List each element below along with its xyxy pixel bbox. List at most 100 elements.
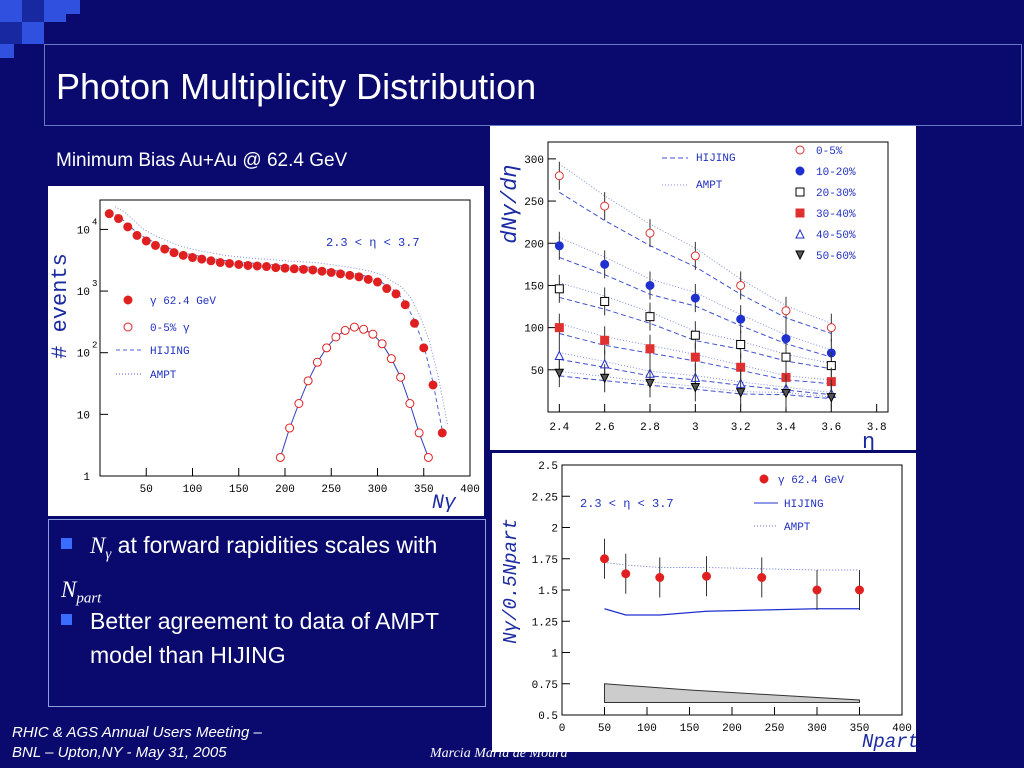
legend-marker bbox=[795, 208, 805, 218]
legend-marker bbox=[795, 145, 805, 155]
y-tick-label: 0.5 bbox=[538, 711, 558, 723]
data-point bbox=[781, 334, 791, 344]
npart-symbol: N bbox=[61, 576, 77, 602]
y-tick-label: 10 bbox=[77, 410, 90, 422]
legend-label: 0-5% γ bbox=[150, 323, 190, 335]
data-point-min-bias bbox=[234, 259, 244, 269]
data-point bbox=[855, 585, 864, 595]
legend-label: AMPT bbox=[150, 370, 177, 382]
decor-square bbox=[44, 0, 66, 22]
data-point-central bbox=[294, 398, 304, 408]
data-point bbox=[736, 314, 746, 324]
bullet-item: Nγ at forward rapidities scales with Npa… bbox=[61, 528, 481, 615]
x-tick-label: 300 bbox=[807, 723, 827, 735]
data-point-central bbox=[396, 372, 406, 382]
data-point bbox=[600, 259, 610, 269]
decor-square bbox=[22, 0, 44, 22]
data-point-min-bias bbox=[299, 264, 308, 274]
data-point bbox=[690, 330, 700, 340]
data-point bbox=[757, 573, 767, 582]
y-tick-label: 10 bbox=[77, 349, 90, 361]
data-point-min-bias bbox=[243, 260, 253, 270]
data-point-min-bias bbox=[178, 250, 188, 260]
x-tick-label: 3 bbox=[692, 422, 699, 434]
eta-range-annotation: 2.3 < η < 3.7 bbox=[326, 236, 420, 250]
data-point-central bbox=[275, 452, 285, 462]
data-point bbox=[736, 280, 746, 290]
x-tick-label: 3.8 bbox=[867, 422, 887, 434]
systematic-error-band bbox=[604, 683, 860, 703]
data-point bbox=[645, 228, 655, 238]
decor-square bbox=[0, 44, 14, 58]
bullet-text: at forward rapidities scales with bbox=[111, 532, 438, 558]
legend-label: AMPT bbox=[784, 522, 811, 534]
data-point bbox=[690, 293, 700, 303]
data-point-min-bias bbox=[206, 256, 216, 266]
x-tick-label: 400 bbox=[892, 723, 912, 735]
bullet-item: Better agreement to data of AMPT model t… bbox=[61, 604, 490, 672]
legend-label: 30-40% bbox=[816, 209, 856, 221]
dndeta-chart-panel: 2.4 2.6 2.8 3 3.2 3.4 3.6 3.8 50 100 150 200 250 300 0… bbox=[490, 126, 916, 455]
y-axis-label: # events bbox=[48, 253, 73, 359]
data-point-min-bias bbox=[391, 289, 401, 299]
data-point-central bbox=[405, 398, 415, 408]
data-point bbox=[645, 280, 655, 290]
data-point bbox=[781, 352, 791, 362]
data-point bbox=[554, 368, 565, 379]
data-point bbox=[600, 335, 610, 345]
x-tick-label: 3.4 bbox=[776, 422, 796, 434]
data-point bbox=[645, 312, 655, 322]
title-frame bbox=[44, 44, 1022, 126]
data-point-min-bias bbox=[104, 209, 114, 219]
legend-label: 50-60% bbox=[816, 251, 856, 263]
legend-marker bbox=[123, 322, 133, 332]
data-point bbox=[600, 554, 609, 564]
data-point-central bbox=[303, 376, 313, 386]
page-title: Photon Multiplicity Distribution bbox=[56, 66, 537, 107]
data-point bbox=[554, 284, 564, 294]
data-point-min-bias bbox=[160, 244, 170, 254]
data-point-min-bias bbox=[169, 248, 179, 258]
x-tick-label: 200 bbox=[722, 723, 742, 735]
data-point-min-bias bbox=[271, 263, 281, 273]
y-tick-label: 300 bbox=[524, 155, 544, 167]
data-point-min-bias bbox=[123, 222, 133, 232]
y-tick-label: 1 bbox=[83, 472, 90, 484]
data-point-central bbox=[331, 332, 341, 342]
data-point-central bbox=[414, 428, 424, 438]
legend-marker bbox=[795, 228, 805, 239]
data-point-min-bias bbox=[345, 270, 355, 280]
y-tick-label: 0.75 bbox=[532, 680, 558, 692]
ampt-curve bbox=[114, 206, 449, 426]
y-tick-label: 1.25 bbox=[532, 617, 558, 629]
y-axis-label: Nγ/0.5Npart bbox=[500, 518, 522, 643]
y-tick-label: 200 bbox=[524, 239, 544, 251]
hijing-line bbox=[604, 608, 860, 616]
data-point-min-bias bbox=[400, 300, 410, 310]
data-point bbox=[812, 585, 822, 595]
data-point-min-bias bbox=[317, 266, 327, 276]
data-point bbox=[554, 323, 564, 333]
x-tick-label: 300 bbox=[368, 484, 388, 496]
npart-chart-panel: 0 50 100 150 200 250 300 350 400 0.5 0.75 1 1.25 1.5 1… bbox=[492, 453, 919, 753]
legend-label: HIJING bbox=[784, 499, 824, 511]
data-point-min-bias bbox=[336, 269, 345, 279]
data-point-min-bias bbox=[252, 261, 262, 271]
data-point-central bbox=[377, 339, 387, 349]
x-axis-label: Npart bbox=[862, 731, 916, 752]
x-tick-label: 100 bbox=[637, 723, 657, 735]
y-tick-label: 1.75 bbox=[532, 555, 558, 567]
data-point-central bbox=[285, 423, 295, 433]
ngamma-symbol: N bbox=[90, 533, 106, 558]
x-tick-label: 250 bbox=[765, 723, 785, 735]
data-point-min-bias bbox=[382, 284, 392, 294]
data-point bbox=[690, 251, 700, 261]
footer-author: Marcia Maria de Moura bbox=[430, 746, 568, 761]
x-tick-label: 2.8 bbox=[640, 422, 660, 434]
bullet-square-icon bbox=[61, 614, 72, 626]
data-point-min-bias bbox=[326, 268, 336, 278]
y-tick-label: 10 bbox=[77, 287, 90, 299]
data-point bbox=[826, 323, 836, 333]
footer-location: BNL – Upton,NY - May 31, 2005 bbox=[12, 744, 227, 761]
data-point-central bbox=[349, 322, 359, 332]
